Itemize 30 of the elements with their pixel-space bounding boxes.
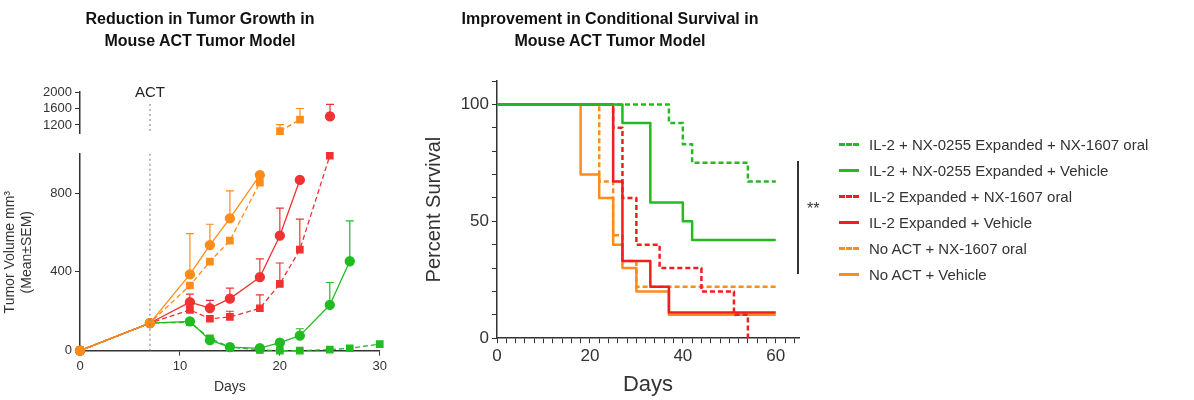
legend-label: IL-2 + NX-0255 Expanded + NX-1607 oral [869, 136, 1149, 154]
x-tick-label: 40 [673, 346, 693, 366]
y-tick-label: 1200 [43, 116, 72, 132]
legend-label: No ACT + Vehicle [869, 266, 987, 284]
ref-line-label: ACT [135, 82, 165, 100]
y-tick-label: 1600 [43, 100, 72, 116]
y-tick-label: 800 [50, 184, 72, 200]
x-tick-label: 20 [580, 346, 600, 366]
legend-label: IL-2 Expanded + Vehicle [869, 214, 1033, 232]
x-tick-label: 10 [172, 357, 188, 373]
y-tick-label: 50 [470, 210, 489, 230]
x-tick-label: 0 [76, 357, 84, 373]
chart-title: Reduction in Tumor Growth in Mouse ACT Tumor Model [84, 9, 316, 51]
y-axis-title: Percent Survival [421, 136, 444, 283]
y-tick-label: 400 [50, 263, 72, 279]
legend-label: IL-2 + NX-0255 Expanded + Vehicle [869, 162, 1109, 180]
text: ** [807, 200, 820, 218]
x-axis-title: Days [213, 378, 246, 395]
x-tick-label: 0 [492, 346, 502, 366]
x-tick-label: 60 [766, 346, 786, 366]
x-tick-label: 30 [372, 357, 387, 373]
x-tick-label: 20 [272, 357, 288, 373]
y-axis-title: Tumor Volume mm³ (Mean±SEM) [1, 190, 35, 314]
x-axis-title: Days [622, 370, 674, 396]
y-tick-label: 100 [460, 94, 489, 114]
chart-title: Improvement in Conditional Survival in Mouse ACT Tumor Model [460, 9, 760, 51]
legend-label: IL-2 Expanded + NX-1607 oral [869, 188, 1073, 206]
y-tick-label: 0 [479, 327, 489, 347]
legend-label: No ACT + NX-1607 oral [869, 240, 1027, 258]
y-tick-label: 2000 [43, 83, 72, 99]
